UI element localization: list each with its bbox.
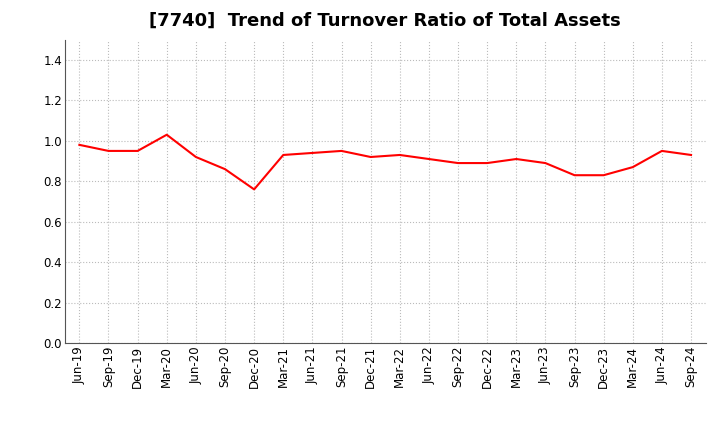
- Title: [7740]  Trend of Turnover Ratio of Total Assets: [7740] Trend of Turnover Ratio of Total …: [149, 12, 621, 30]
